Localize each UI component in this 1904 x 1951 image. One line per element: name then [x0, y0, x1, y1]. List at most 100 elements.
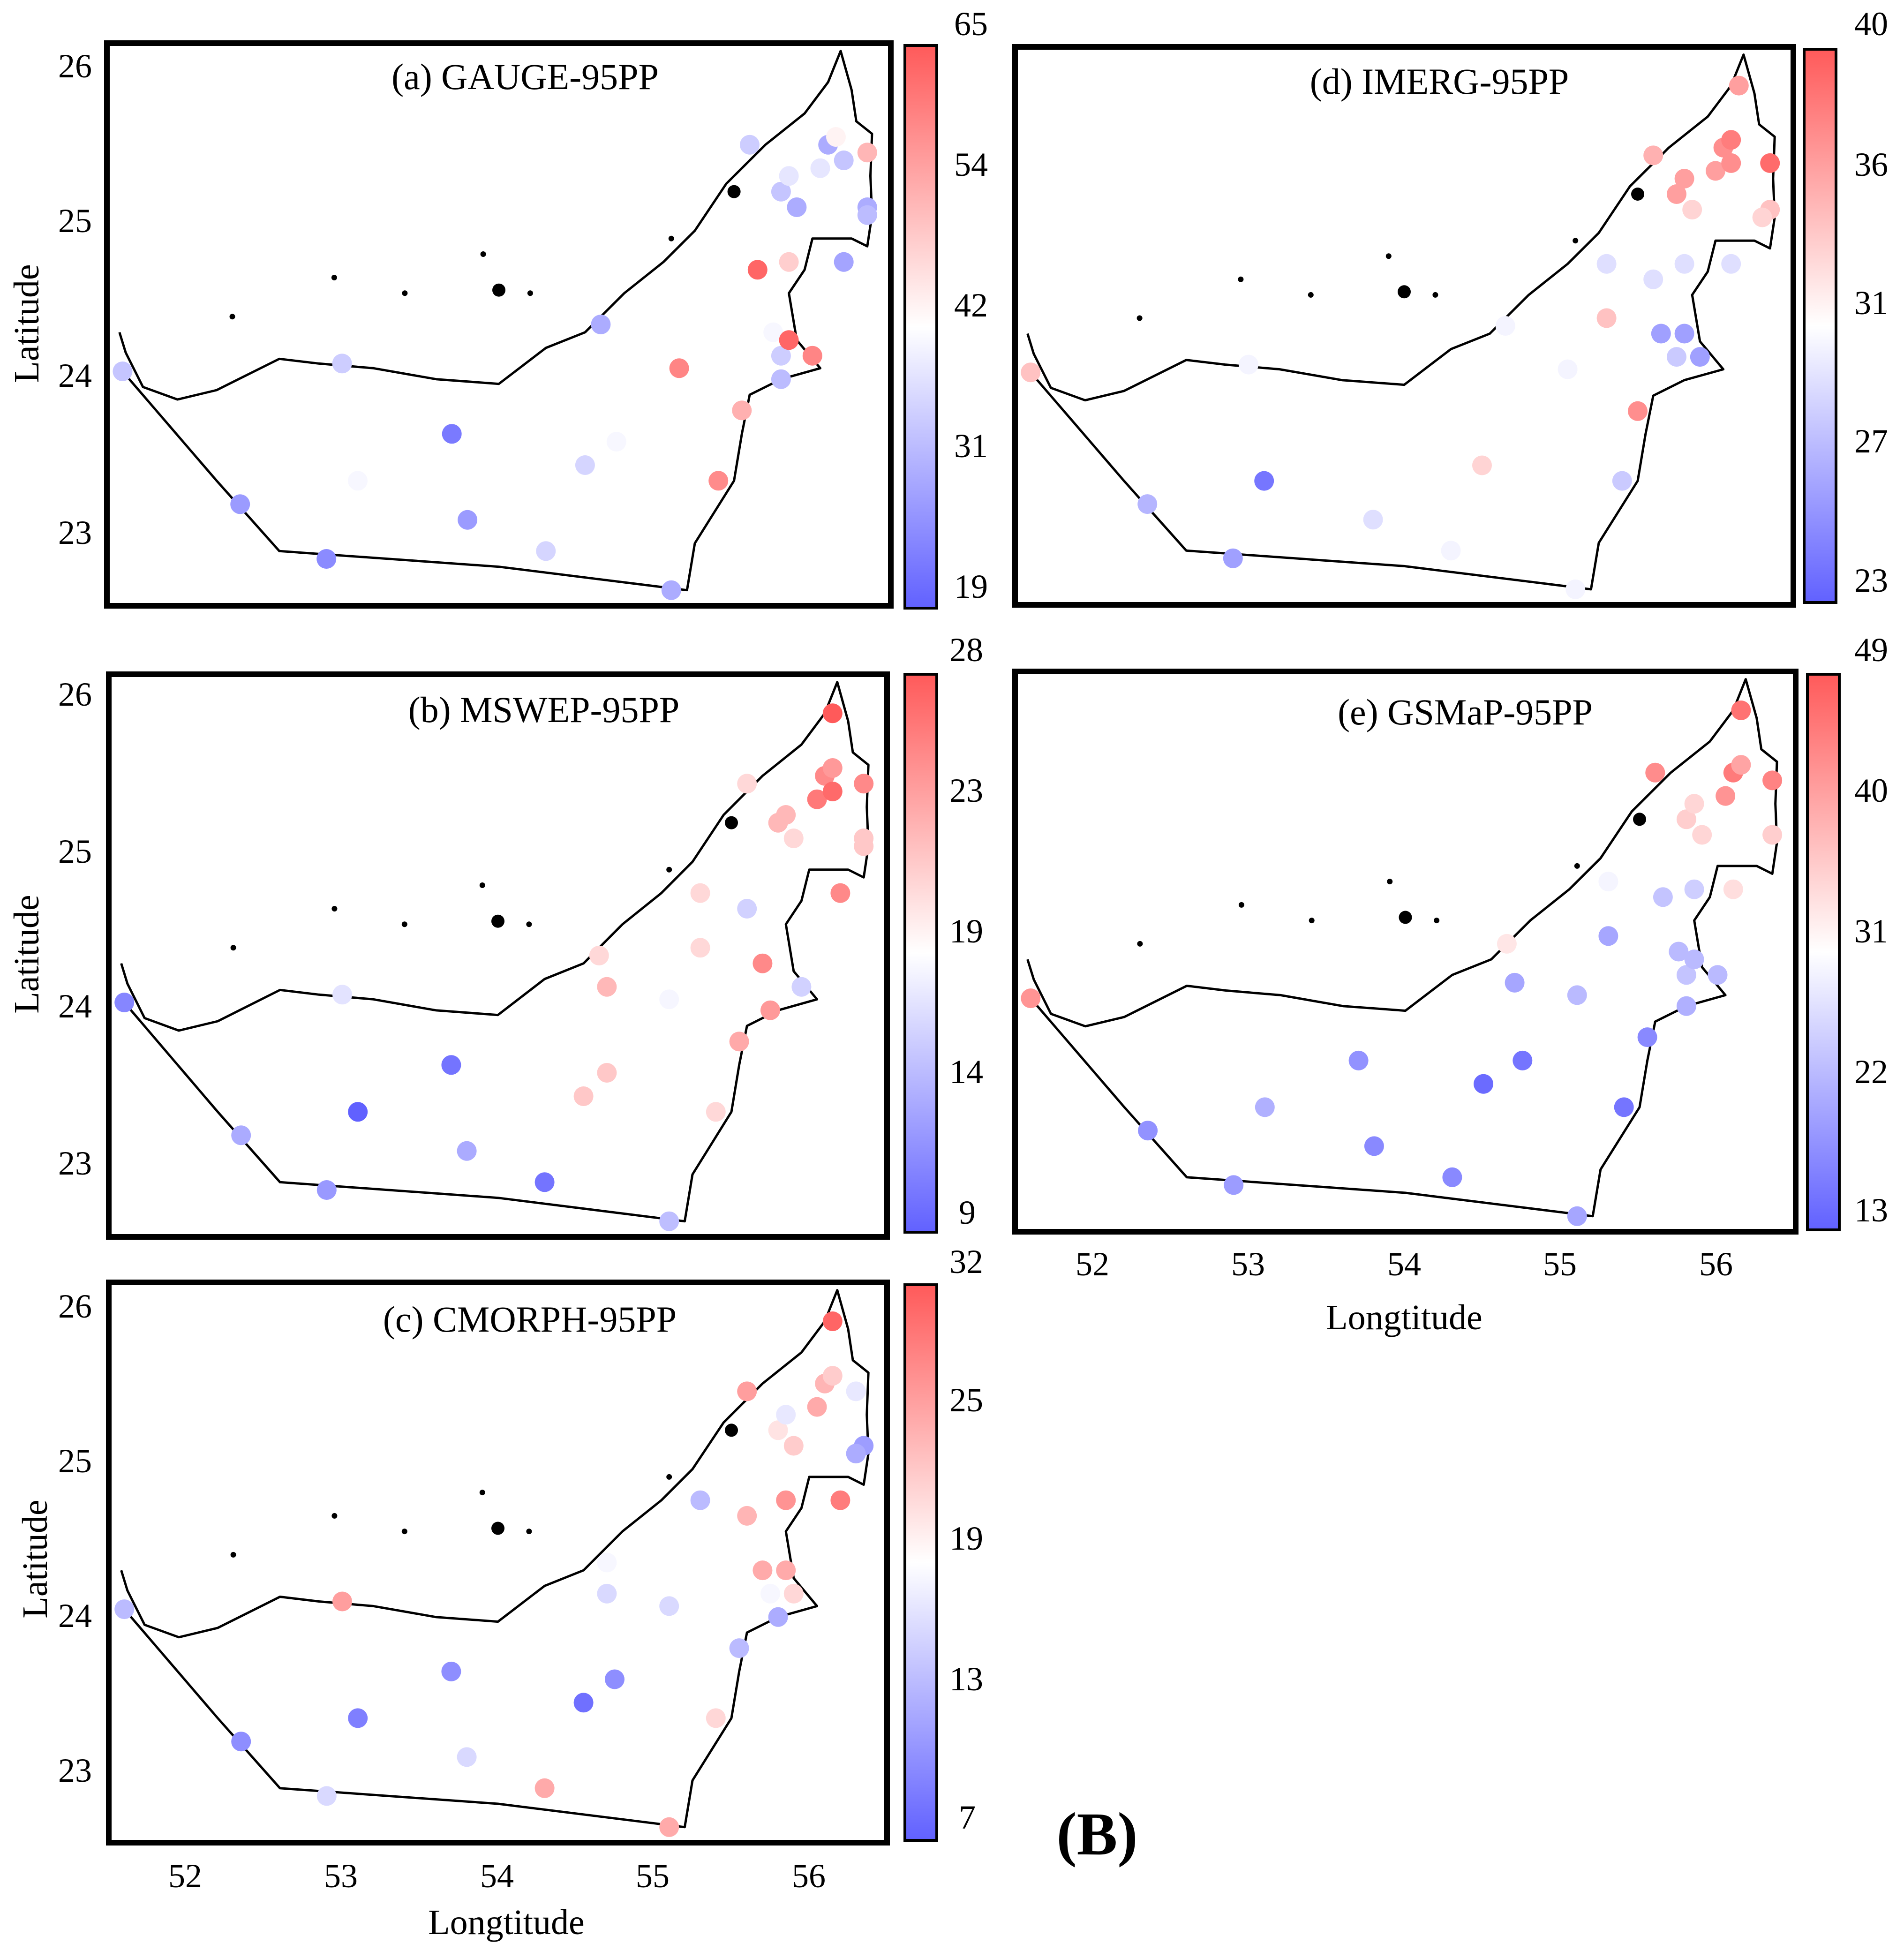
- panel-c-station: [706, 1708, 726, 1728]
- panel-c-island: [725, 1424, 738, 1437]
- panel-c-colorbar: [903, 1283, 938, 1842]
- panel-d-island: [1398, 285, 1411, 299]
- panel-e-island: [1137, 941, 1143, 947]
- panel-e-station: [1762, 770, 1783, 791]
- panel-a-station: [113, 362, 133, 381]
- panel-d-station: [1721, 254, 1741, 274]
- panel-b-island: [479, 882, 485, 888]
- panel-c-lat-tick-23: 23: [58, 1752, 92, 1789]
- panel-e-cbar-tick-1: 40: [1854, 772, 1888, 809]
- panel-a-station: [771, 346, 791, 366]
- panel-b-station: [729, 1032, 749, 1052]
- panel-d-island: [1136, 315, 1143, 321]
- panel-c-island: [331, 1513, 338, 1519]
- panel-d-station: [1223, 548, 1243, 568]
- panel-e-cbar-tick-2: 31: [1854, 912, 1888, 950]
- panel-c-lon-tick-55: 55: [636, 1857, 670, 1895]
- panel-a-station: [316, 549, 337, 569]
- panel-c-lat-tick-25: 25: [58, 1442, 92, 1480]
- panel-c-title: (c) CMORPH-95PP: [383, 1299, 677, 1340]
- panel-c-station: [597, 1583, 617, 1604]
- panel-e-station: [1692, 825, 1712, 845]
- panel-a-island: [331, 275, 337, 280]
- panel-d-station: [1682, 200, 1702, 220]
- panel-b-station: [791, 977, 812, 997]
- panel-b-island: [230, 945, 236, 951]
- panel-d-station: [1643, 269, 1663, 289]
- panel-c-station: [114, 1599, 135, 1620]
- panel-e-island: [1399, 911, 1412, 924]
- panel-d-cbar-tick-0: 40: [1854, 5, 1888, 43]
- panel-b-uae-outline: [120, 681, 870, 1223]
- panel-d-station: [1565, 579, 1586, 599]
- panel-d-cbar-tick-3: 27: [1854, 422, 1888, 460]
- panel-d-uae-outline: [1026, 53, 1776, 591]
- panel-b-station: [659, 989, 679, 1009]
- panel-a-station: [779, 252, 799, 272]
- panel-a-cbar-tick-0: 65: [954, 5, 988, 43]
- panel-e-uae-outline: [1026, 678, 1778, 1218]
- panel-e-station: [1708, 965, 1728, 985]
- panel-a-lat-tick-23: 23: [58, 514, 92, 551]
- panel-a-title: (a) GAUGE-95PP: [391, 56, 659, 97]
- panel-b-cbar-tick-3: 14: [949, 1053, 983, 1091]
- panel-a-station: [708, 471, 729, 491]
- panel-b-lat-tick-25: 25: [58, 833, 92, 870]
- panel-d-station: [1363, 510, 1383, 530]
- panel-a-island: [727, 185, 741, 198]
- panel-a-cbar-tick-3: 31: [954, 427, 988, 465]
- panel-e-cbar-tick-3: 22: [1854, 1053, 1888, 1091]
- panel-e-station: [1224, 1175, 1244, 1195]
- panel-b-island: [331, 906, 338, 911]
- panel-d-station: [1472, 455, 1492, 475]
- panel-e-cbar-tick-0: 49: [1854, 631, 1888, 669]
- panel-a-station: [787, 197, 807, 217]
- panel-e: (e) GSMaP-95PP 49 40 31 22 13 52 53 54 5…: [1012, 631, 1888, 1337]
- panel-b-colorbar: [903, 673, 938, 1234]
- panel-a-cbar-tick-1: 54: [954, 146, 988, 183]
- panel-c-station: [457, 1747, 477, 1767]
- panel-d-station: [1239, 354, 1258, 375]
- panel-b-station: [589, 946, 609, 965]
- panel-e-station: [1684, 879, 1704, 899]
- panel-e-xlabel: Longtitude: [1326, 1298, 1483, 1337]
- panel-c-station: [783, 1583, 804, 1604]
- panel-c-station: [690, 1490, 710, 1510]
- panel-b-lat-tick-24: 24: [58, 987, 92, 1025]
- panel-e-island: [1387, 879, 1393, 885]
- panel-a-station: [834, 252, 854, 272]
- panel-d-station: [1667, 184, 1686, 204]
- panel-b-station: [854, 774, 874, 794]
- panel-e-island: [1633, 813, 1646, 826]
- panel-d-station: [1643, 145, 1663, 166]
- panel-d-station: [1612, 471, 1632, 491]
- panel-a-island: [492, 283, 505, 297]
- panel-a-island: [229, 314, 235, 320]
- panel-e-station: [1731, 701, 1751, 720]
- panel-d-station: [1721, 153, 1741, 173]
- panel-b-station: [332, 985, 352, 1005]
- panel-e-station: [1474, 1074, 1493, 1094]
- panel-a-station: [591, 315, 611, 334]
- panel-e-station: [1716, 786, 1736, 806]
- panel-e-island: [1434, 918, 1440, 924]
- panel-d-station: [1752, 207, 1772, 227]
- panel-e-station: [1723, 879, 1743, 899]
- panel-c-island: [666, 1474, 672, 1480]
- panel-c-station: [776, 1490, 796, 1510]
- panel-c-cbar-tick-2: 19: [949, 1520, 983, 1557]
- panel-d-island: [1308, 292, 1314, 298]
- panel-c-station: [737, 1506, 757, 1526]
- panel-b-island: [526, 921, 532, 927]
- panel-a-island: [402, 290, 408, 296]
- panel-c-station: [776, 1405, 796, 1425]
- panel-a-lat-ticks: 26 25 24 23: [58, 47, 92, 551]
- panel-c-lat-ticks: 26 25 24 23: [58, 1288, 92, 1789]
- panel-a-station: [779, 330, 799, 350]
- panel-a: (a) GAUGE-95PP 65 54 42 31 19 26 25 24 2…: [7, 5, 988, 610]
- panel-a-uae-outline: [118, 50, 873, 592]
- panel-d-station: [1021, 362, 1041, 383]
- panel-d-station: [1628, 401, 1648, 421]
- panel-e-station: [1653, 887, 1673, 907]
- panel-b-lat-ticks: 26 25 24 23: [58, 676, 92, 1182]
